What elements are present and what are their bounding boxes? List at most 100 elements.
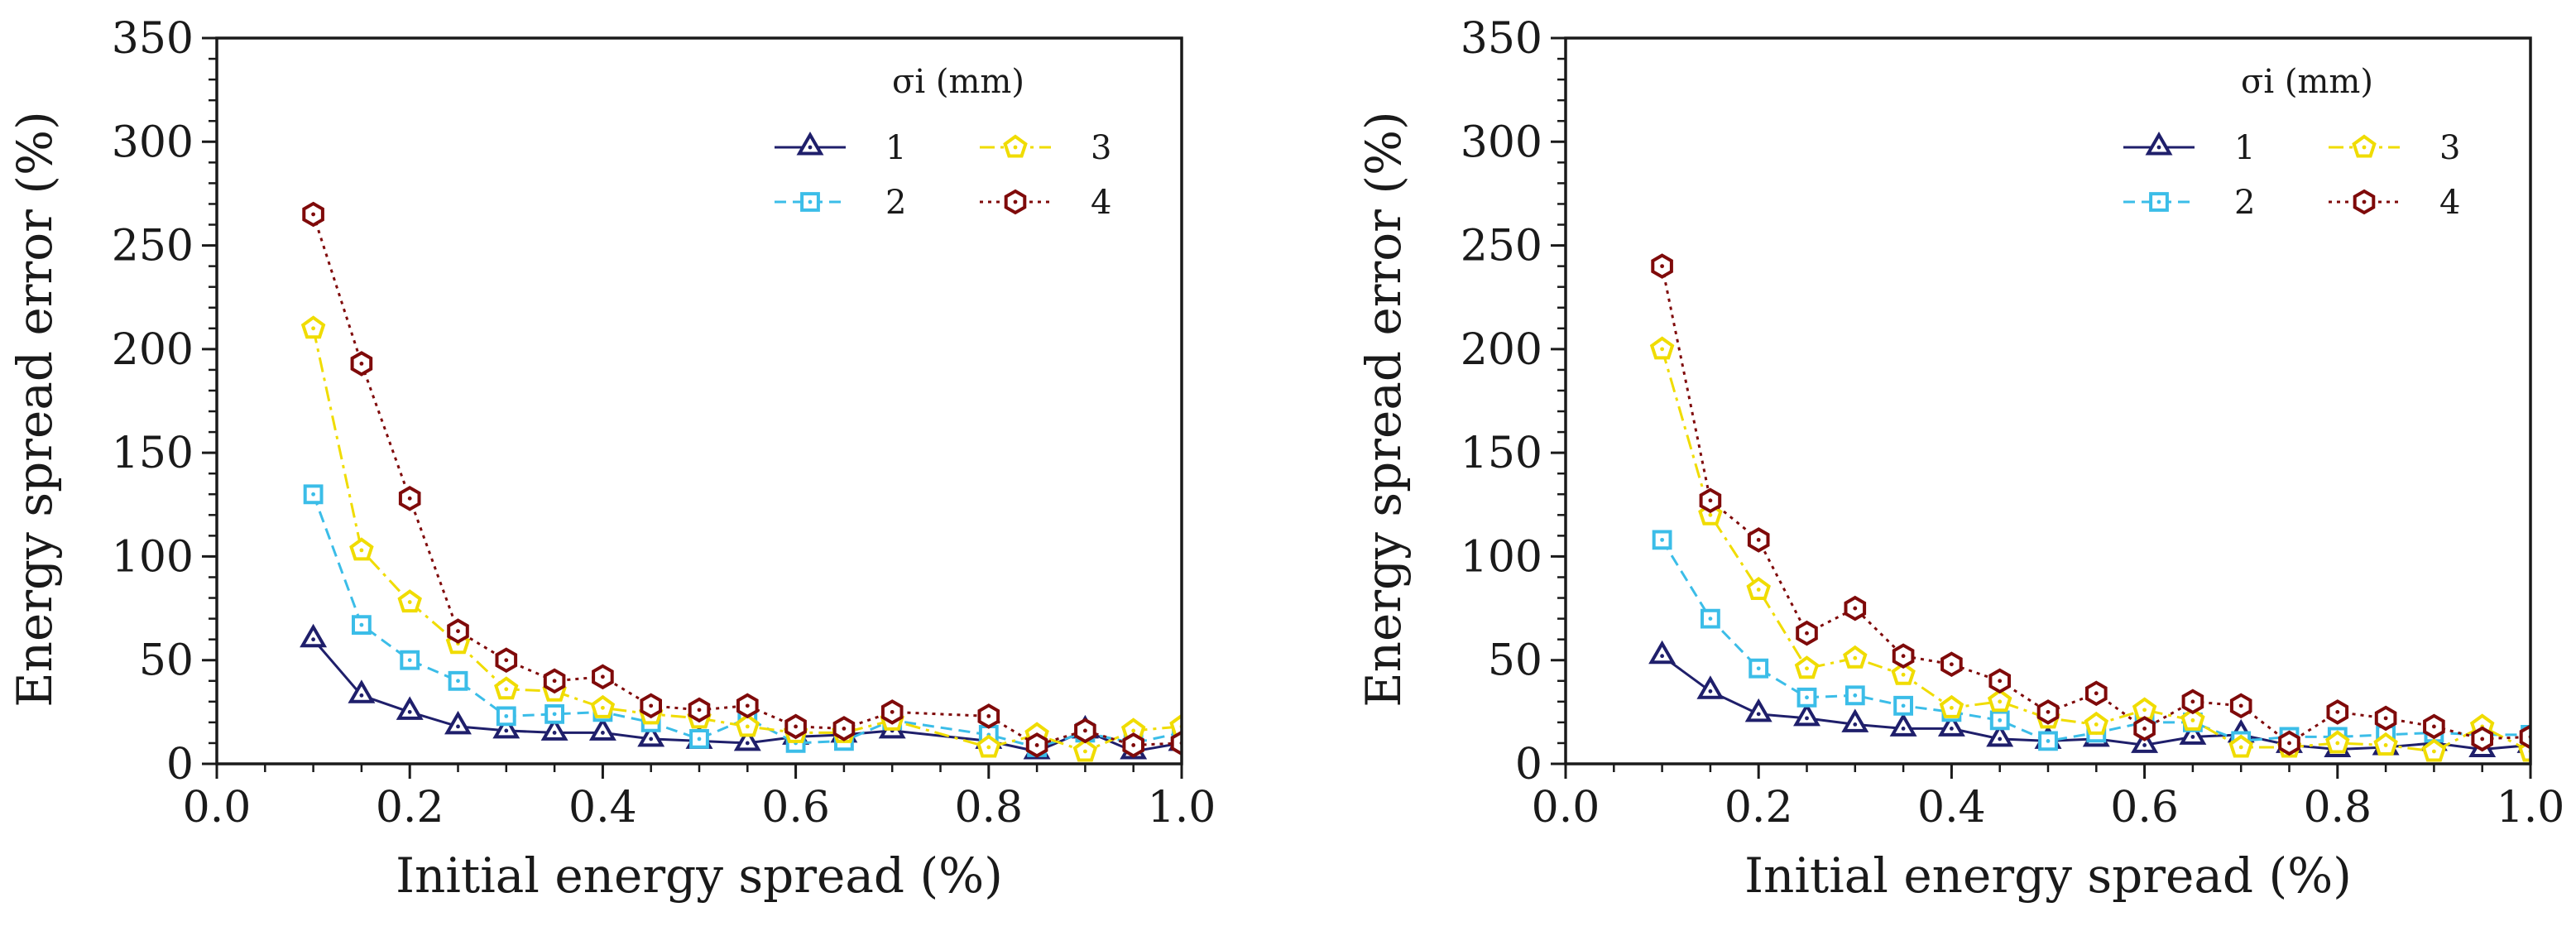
panel-1-y-axis-label: Energy spread error (%) [7, 111, 63, 707]
panel-2-series-4-point-center [1901, 654, 1906, 659]
panel-1-y-tick-label: 0 [166, 740, 194, 789]
panel-2-legend-label-1: 1 [2234, 129, 2255, 167]
panel-1-series-1-point-center [311, 637, 315, 642]
panel-2-series-1-point-center [2142, 743, 2147, 747]
panel-1-frame [215, 36, 1183, 765]
panel-1-series-1-point [300, 623, 328, 648]
panel-2-series-3-point-center [1660, 347, 1664, 352]
panel-2-legend-marker-2-center [2156, 199, 2161, 204]
panel-2-series-4-point-center [2383, 716, 2388, 721]
panel-2-y-tick-label: 0 [1515, 740, 1542, 789]
panel-1-series-4-point-center [552, 679, 557, 684]
panel-1-series-2-point-center [359, 622, 364, 627]
panel-2-series-2-point-center [1805, 695, 1809, 700]
panel-2-legend-entry-4: 4 [2329, 184, 2460, 222]
panel-1-series-3-point [1169, 713, 1182, 737]
panel-1-series-3-point-center [1131, 728, 1136, 733]
panel-2-series-4-point-center [1853, 606, 1858, 611]
panel-1-legend-marker-4-center [1013, 199, 1018, 204]
panel-2-series-2-point-center [1708, 617, 1713, 621]
panel-2-series-3-point-center [1950, 705, 1954, 710]
panel-1-series-1-point-center [649, 737, 654, 741]
panel-1-series-1-point-center [456, 724, 460, 729]
panel-1-series-3-point-center [504, 687, 509, 692]
panel-1-series-4-point-center [986, 713, 991, 718]
panel-1-series-2-point-center [311, 492, 315, 497]
panel-2-series-4-point-center [2480, 737, 2485, 741]
panel-2-series-1-point-center [1901, 727, 1906, 731]
panel-2-series-4-point-center [1756, 537, 1761, 542]
panel-2-legend-label-2: 2 [2234, 184, 2255, 222]
panel-2-x-tick-label: 1.0 [2497, 783, 2565, 833]
panel-2-legend: σi (mm) 1 2 3 4 [2123, 63, 2460, 222]
panel-2-series-1-point-center [1708, 689, 1713, 693]
panel-1-series-4-point-center [601, 674, 605, 679]
panel-2-series-1-point [1648, 640, 1677, 665]
panel-2-legend-marker-1-center [2156, 145, 2161, 150]
panel-2-series-1-point-center [1998, 737, 2003, 741]
panel-1-series-4-point [1170, 730, 1182, 756]
panel-2-series-3-point-center [2238, 745, 2243, 750]
panel-2-x-axis-label: Initial energy spread (%) [1744, 847, 2352, 904]
panel-2-series-1-point [1841, 708, 1869, 732]
panel-1-series-2-point-center [552, 712, 557, 717]
panel-1-series-1-point-center [601, 731, 605, 735]
panel-1-legend-entry-1: 1 [775, 129, 906, 167]
panel-1: 0.0 0.2 0.4 0.6 0.8 1.0 0 50 100 150 200 250 300 350 I… [7, 14, 1216, 904]
panel-2-series-1-point [1793, 702, 1820, 727]
panel-2-legend-label-4: 4 [2439, 184, 2460, 222]
panel-2-series-1-point [1889, 713, 1917, 737]
panel-2-series-1-point [1696, 675, 1725, 699]
panel-1-series-4-point-center [697, 708, 702, 713]
panel-1-legend-label-1: 1 [885, 129, 906, 167]
panel-2-series-3-point-center [1756, 588, 1761, 592]
panel-2-series-3-point-center [1998, 699, 2003, 704]
panel-2-series-1-point-center [2190, 735, 2195, 739]
panel-2-legend-entry-1: 1 [2123, 129, 2255, 167]
panel-1-series-1-point-center [359, 693, 364, 698]
panel-1-x-tick-label: 0.8 [954, 783, 1023, 833]
panel-2-series-4-point-center [1950, 662, 1954, 667]
panel-2-series-4-point-center [2142, 727, 2147, 731]
panel-1-series-4-point-center [890, 709, 895, 714]
panel-2-x-tick-label: 0.2 [1725, 783, 1793, 833]
panel-1-series-1-point [348, 679, 376, 703]
panel-2-data [1648, 253, 2530, 762]
panel-2-series-2-point-center [1998, 717, 2003, 722]
panel-1-series-3-point-center [986, 745, 991, 750]
panel-1-series-4-point-center [745, 703, 750, 708]
panel-1-x-tick-label: 0.2 [376, 783, 444, 833]
panel-2-series-4-point-center [1998, 679, 2003, 684]
panel-1-series-4-point-center [456, 629, 460, 634]
panel-1-y-tick-label: 300 [112, 118, 194, 167]
panel-1-y-tick-label: 150 [112, 429, 194, 478]
panel-1-series-4-point-center [359, 361, 364, 366]
panel-2-legend-entry-3: 3 [2329, 129, 2460, 167]
panel-2-y-tick-label: 350 [1461, 14, 1542, 64]
panel-1-series-1-point [637, 722, 665, 747]
panel-2-series-4-point [2519, 724, 2530, 750]
panel-1-series-3-point-center [359, 548, 364, 553]
panel-2-series-1-point [2179, 721, 2207, 745]
panel-1-x-axis-label: Initial energy spread (%) [396, 847, 1003, 904]
panel-1-series-1-point [444, 710, 472, 735]
panel-1-series-4-point-center [1131, 743, 1136, 747]
panel-1-legend-entry-3: 3 [980, 129, 1111, 167]
panel-2-series-4-point-center [1805, 631, 1809, 636]
panel-2-series-1-point [2131, 729, 2159, 753]
panel-2-legend-marker-1 [2145, 132, 2173, 156]
panel-2-frame [1564, 36, 2532, 765]
panel-1-legend-marker-2-center [808, 199, 813, 204]
panel-2-y-axis-label: Energy spread error (%) [1355, 111, 1412, 707]
panel-2-series-1-point-center [1756, 712, 1761, 717]
panel-1-legend-marker-3-center [1013, 145, 1018, 150]
panel-1-series-1-point-center [745, 741, 750, 746]
panel-2-series-2-point-center [1756, 666, 1761, 671]
panel-1-series-1-point [588, 717, 616, 741]
panel-2-series-4-point-center [2432, 724, 2436, 729]
panel-1-series-1-point-center [552, 731, 557, 735]
panel-1-series-1-point-center [504, 728, 509, 733]
panel-2-y-tick-label: 100 [1461, 532, 1542, 582]
